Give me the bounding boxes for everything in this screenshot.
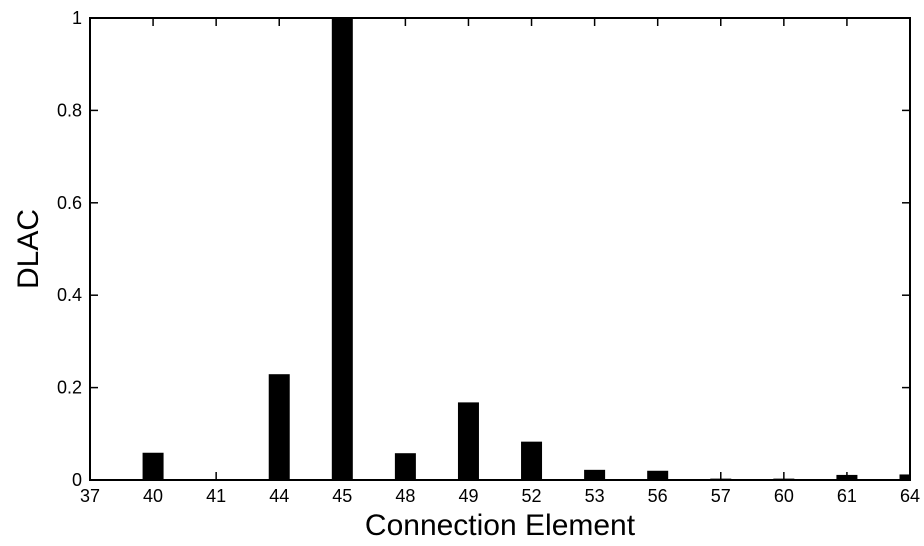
x-tick-label: 52 [522,486,542,506]
x-tick-label: 56 [648,486,668,506]
bar-44 [268,374,290,480]
bar-48 [394,453,416,480]
x-tick-label: 61 [837,486,857,506]
x-ticks-group: 37 40 41 44 45 48 49 52 53 56 57 60 61 64 [80,18,920,506]
y-tick-label: 0.8 [57,100,82,120]
x-tick-label: 44 [269,486,289,506]
bar-64 [899,474,910,480]
x-tick-label: 48 [395,486,415,506]
bar-52 [521,441,543,480]
x-tick-label: 45 [332,486,352,506]
y-tick-label: 0.6 [57,193,82,213]
y-ticks-group: 0 0.2 0.4 0.6 0.8 1 [57,8,910,490]
x-tick-label: 60 [774,486,794,506]
x-tick-label: 64 [900,486,920,506]
x-tick-label: 53 [585,486,605,506]
x-tick-label: 49 [458,486,478,506]
plot-frame [89,17,911,481]
bar-45 [331,18,353,480]
y-tick-label: 0.4 [57,285,82,305]
bar-49 [457,402,479,480]
x-tick-label: 40 [143,486,163,506]
x-tick-label: 41 [206,486,226,506]
y-tick-label: 1 [72,8,82,28]
x-axis-label: Connection Element [365,509,636,542]
x-tick-label: 37 [80,486,100,506]
bar-40 [142,452,164,480]
x-tick-label: 57 [711,486,731,506]
y-tick-label: 0.2 [57,378,82,398]
bars-group [142,18,910,480]
y-tick-label: 0 [72,470,82,490]
y-axis-label: DLAC [12,209,45,289]
